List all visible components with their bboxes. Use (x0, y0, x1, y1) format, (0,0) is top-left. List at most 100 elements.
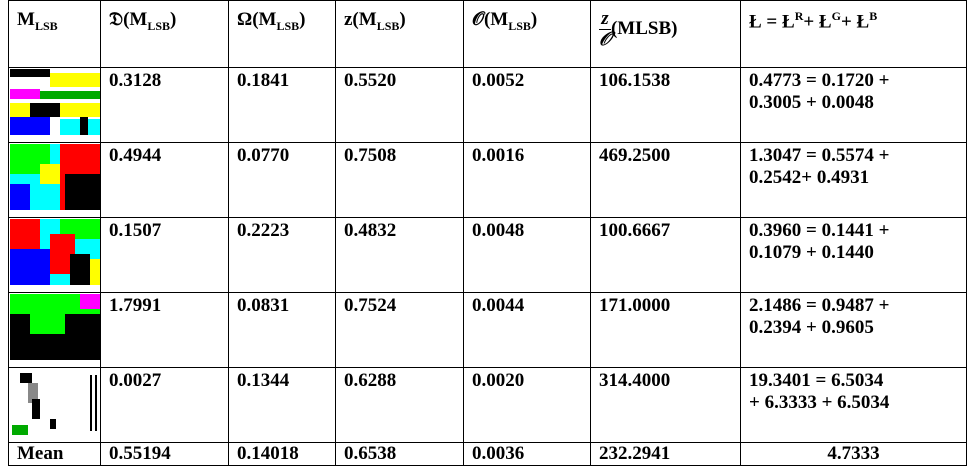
pixel-block (40, 91, 100, 99)
denominator: 𝒪 (599, 30, 611, 50)
pixel-block (80, 294, 100, 309)
header-text: z(M (344, 9, 377, 30)
pixel-block (90, 375, 92, 431)
mean-cell: 232.2941 (591, 443, 741, 466)
thumbnail (10, 294, 100, 360)
header-subscript: LSB (377, 19, 400, 33)
cell: 0.0831 (229, 293, 336, 368)
cell: 0.7508 (336, 143, 464, 218)
pixel-block (10, 314, 30, 360)
cell: 100.6667 (591, 218, 741, 293)
cell-line: 0.4773 = 0.1720 + (749, 70, 958, 92)
cell: 0.6288 (336, 368, 464, 443)
cell: 0.4832 (336, 218, 464, 293)
mean-cell: 0.14018 (229, 443, 336, 466)
header-text: ) (399, 9, 405, 30)
image-cell (9, 218, 101, 293)
pixel-block (10, 69, 50, 77)
header-text: + Ł (803, 11, 831, 32)
pixel-block (50, 73, 100, 87)
cell: 0.2223 (229, 218, 336, 293)
cell: 0.0770 (229, 143, 336, 218)
pixel-block (20, 373, 32, 383)
header-text: ) (170, 9, 176, 30)
pixel-block (70, 254, 90, 285)
header-text: (MLSB) (611, 18, 678, 39)
mean-cell: 0.0036 (464, 443, 591, 466)
cell: 469.2500 (591, 143, 741, 218)
image-cell (9, 143, 101, 218)
pixel-block (32, 399, 40, 419)
header-text: Ω(M (237, 9, 276, 30)
cell-line: 0.3960 = 0.1441 + (749, 220, 958, 242)
cell: 19.3401 = 6.5034+ 6.3333 + 6.5034 (741, 368, 967, 443)
cell: 0.0020 (464, 368, 591, 443)
image-cell (9, 293, 101, 368)
header-cell: 𝔇(MLSB) (101, 1, 229, 68)
cell: 1.3047 = 0.5574 +0.2542+ 0.4931 (741, 143, 967, 218)
image-cell (9, 68, 101, 143)
cell: 0.7524 (336, 293, 464, 368)
cell: 0.3128 (101, 68, 229, 143)
image-cell (9, 368, 101, 443)
pixel-block (95, 375, 97, 431)
header-subscript: LSB (276, 19, 299, 33)
cell: 0.4773 = 0.1720 +0.3005 + 0.0048 (741, 68, 967, 143)
header-text: ) (531, 9, 537, 30)
cell-line: 0.1079 + 0.1440 (749, 242, 958, 264)
header-text: + Ł (841, 11, 869, 32)
thumbnail (10, 144, 100, 210)
header-text: M (17, 9, 35, 30)
cell: 0.1841 (229, 68, 336, 143)
header-cell: Ł = ŁR+ ŁG+ ŁB (741, 1, 967, 68)
pixel-block (80, 117, 88, 135)
pixel-block (10, 89, 40, 99)
mean-cell: 0.55194 (101, 443, 229, 466)
header-text: Ł = Ł (749, 11, 795, 32)
thumbnail (10, 369, 100, 435)
pixel-block (90, 259, 100, 285)
cell: 0.0044 (464, 293, 591, 368)
cell: 171.0000 (591, 293, 741, 368)
thumbnail (10, 69, 100, 135)
cell-line: 0.2542+ 0.4931 (749, 167, 958, 189)
pixel-block (65, 174, 100, 210)
header-text: 𝒪(M (472, 9, 508, 30)
header-cell: z(MLSB) (336, 1, 464, 68)
pixel-block (65, 314, 100, 360)
pixel-block (30, 103, 60, 117)
mean-label: Mean (9, 443, 101, 466)
cell: 0.0048 (464, 218, 591, 293)
pixel-block (50, 419, 56, 429)
numerator: z (599, 9, 611, 30)
pixel-block (10, 219, 40, 249)
cell: 0.5520 (336, 68, 464, 143)
cell: 0.0016 (464, 143, 591, 218)
cell-line: 0.3005 + 0.0048 (749, 92, 958, 114)
table-body: 0.31280.18410.55200.0052106.15380.4773 =… (9, 68, 967, 466)
pixel-block (10, 117, 50, 135)
cell: 0.0052 (464, 68, 591, 143)
cell-line: 0.2394 + 0.9605 (749, 317, 958, 339)
mean-cell: 4.7333 (741, 443, 967, 466)
cell-line: 19.3401 = 6.5034 (749, 370, 958, 392)
header-cell: 𝒪(MLSB) (464, 1, 591, 68)
pixel-block (12, 425, 28, 435)
cell: 2.1486 = 0.9487 +0.2394 + 0.9605 (741, 293, 967, 368)
header-subscript: LSB (35, 19, 58, 33)
header-superscript: B (869, 9, 877, 23)
cell-line: 1.3047 = 0.5574 + (749, 145, 958, 167)
cell: 0.4944 (101, 143, 229, 218)
mean-cell: 0.6538 (336, 443, 464, 466)
header-subscript: LSB (147, 19, 170, 33)
cell-line: 2.1486 = 0.9487 + (749, 295, 958, 317)
